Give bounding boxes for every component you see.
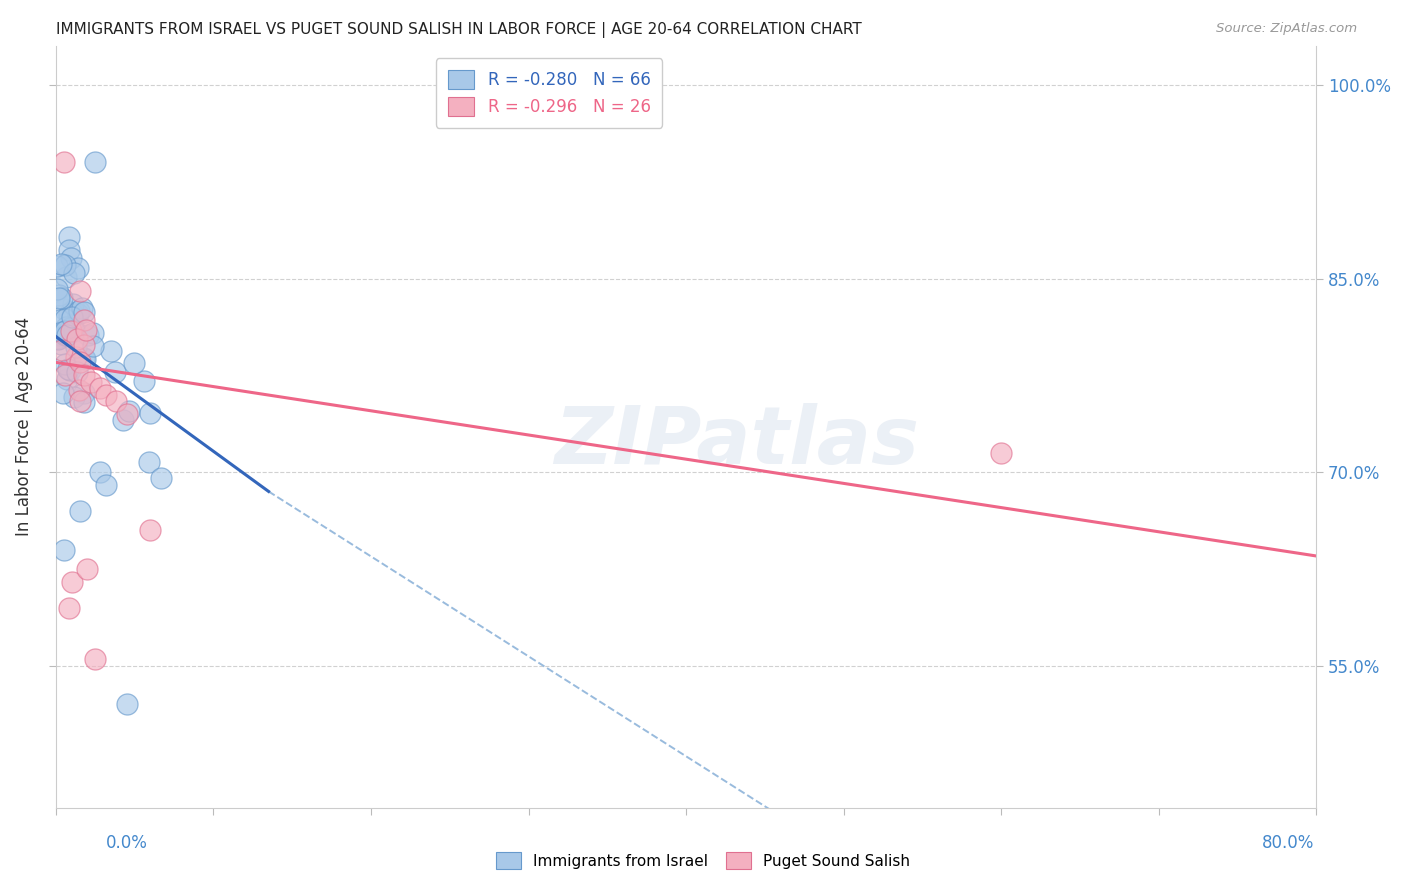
Point [139, 523, 162, 537]
Point [104, 394, 127, 409]
Point [63, 322, 86, 336]
Point [53, 368, 76, 382]
Point [66, 365, 89, 379]
Point [66, 332, 89, 346]
Point [56, 362, 79, 376]
Point [46, 331, 69, 345]
Point [100, 344, 122, 359]
Point [73, 351, 96, 365]
Point [53, 312, 76, 326]
Point [132, 374, 155, 388]
Point [69, 394, 91, 409]
Point [46, 282, 69, 296]
Point [73, 394, 96, 409]
Point [59, 320, 82, 334]
Point [65, 340, 87, 354]
Point [51, 291, 73, 305]
Point [52, 542, 75, 557]
Point [104, 365, 127, 379]
Point [51, 343, 73, 358]
Text: Source: ZipAtlas.com: Source: ZipAtlas.com [1216, 22, 1357, 36]
Point [56, 372, 79, 386]
Point [53, 301, 76, 316]
Point [73, 313, 96, 327]
Point [49, 312, 72, 326]
Point [59, 363, 82, 377]
Point [82, 326, 104, 340]
Point [56, 328, 79, 343]
Legend: Immigrants from Israel, Puget Sound Salish: Immigrants from Israel, Puget Sound Sali… [491, 846, 915, 875]
Point [58, 243, 80, 257]
Point [89, 381, 111, 395]
Point [52, 155, 75, 169]
Point [48, 288, 70, 302]
Point [76, 328, 98, 343]
Point [48, 291, 70, 305]
Point [58, 600, 80, 615]
Point [62, 324, 84, 338]
Text: IMMIGRANTS FROM ISRAEL VS PUGET SOUND SALISH IN LABOR FORCE | AGE 20-64 CORRELAT: IMMIGRANTS FROM ISRAEL VS PUGET SOUND SA… [56, 22, 862, 38]
Point [69, 504, 91, 518]
Point [111, 412, 134, 426]
Text: 80.0%: 80.0% [1263, 834, 1315, 852]
Point [52, 385, 75, 400]
Point [60, 574, 83, 589]
Point [65, 351, 87, 365]
Point [53, 327, 76, 342]
Point [115, 698, 138, 712]
Point [73, 368, 96, 383]
Point [73, 338, 96, 352]
Point [58, 229, 80, 244]
Text: ZIPatlas: ZIPatlas [554, 403, 920, 481]
Text: 0.0%: 0.0% [105, 834, 148, 852]
Point [138, 455, 160, 469]
Point [75, 352, 97, 367]
Point [139, 406, 162, 420]
Point [67, 303, 90, 318]
Point [67, 307, 90, 321]
Point [96, 478, 118, 492]
Point [122, 355, 145, 369]
Point [84, 652, 107, 666]
Point [72, 301, 94, 315]
Point [73, 386, 96, 401]
Point [149, 471, 172, 485]
Point [82, 339, 104, 353]
Point [46, 332, 69, 346]
Point [67, 260, 90, 275]
Y-axis label: In Labor Force | Age 20-64: In Labor Force | Age 20-64 [15, 318, 32, 536]
Point [62, 297, 84, 311]
Point [118, 404, 141, 418]
Point [115, 407, 138, 421]
Point [69, 285, 91, 299]
Point [53, 259, 76, 273]
Point [84, 155, 107, 169]
Point [79, 375, 101, 389]
Point [89, 465, 111, 479]
Point [60, 324, 83, 338]
Point [990, 446, 1012, 460]
Point [60, 251, 83, 265]
Point [55, 324, 77, 338]
Point [49, 337, 72, 351]
Point [63, 267, 86, 281]
Point [67, 383, 90, 397]
Point [58, 308, 80, 322]
Point [75, 323, 97, 337]
Point [46, 259, 69, 273]
Point [53, 357, 76, 371]
Point [60, 310, 83, 325]
Point [96, 387, 118, 401]
Point [55, 270, 77, 285]
Point [51, 325, 73, 339]
Point [60, 306, 83, 320]
Point [76, 562, 98, 576]
Point [52, 328, 75, 343]
Point [69, 355, 91, 369]
Point [62, 391, 84, 405]
Point [55, 320, 77, 334]
Point [51, 257, 73, 271]
Legend: R = -0.280   N = 66, R = -0.296   N = 26: R = -0.280 N = 66, R = -0.296 N = 26 [436, 58, 662, 128]
Point [73, 304, 96, 318]
